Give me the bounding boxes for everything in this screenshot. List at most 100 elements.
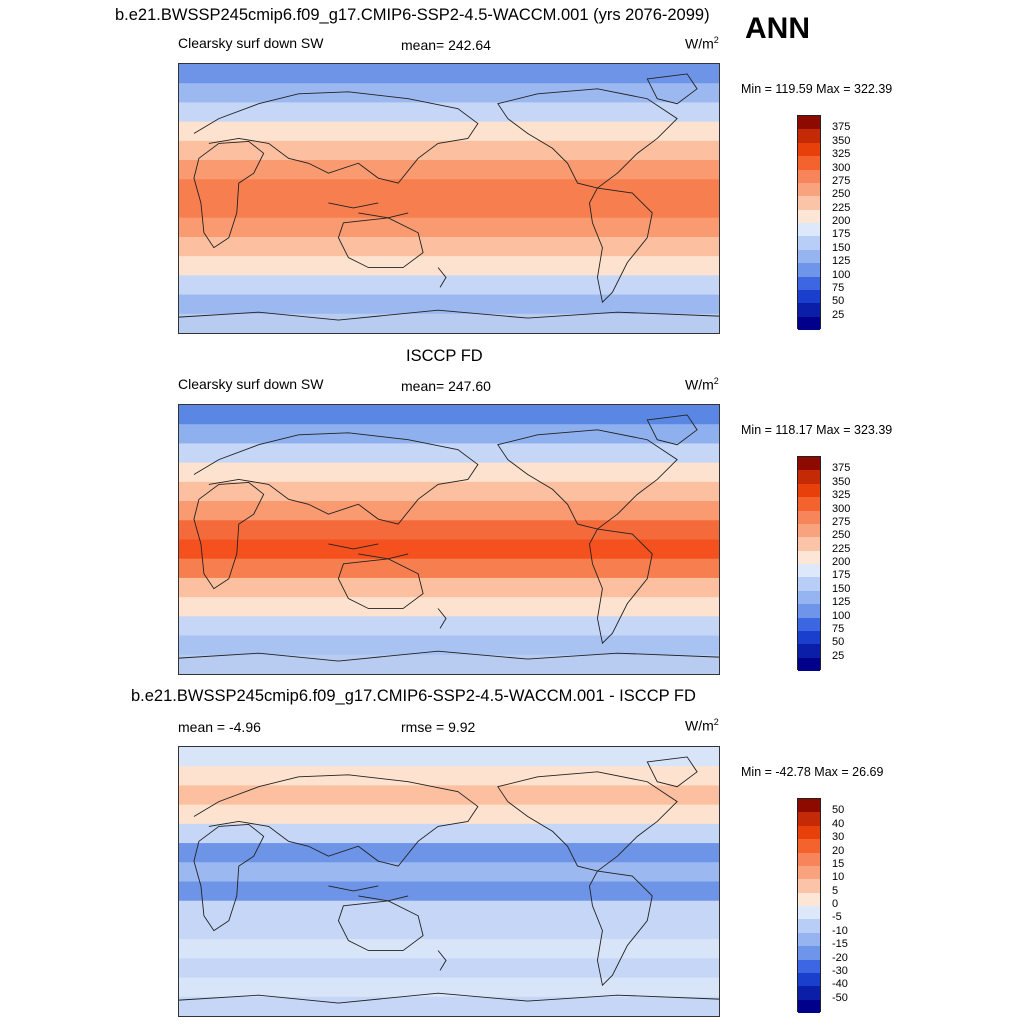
panel1-left-label: Clearsky surf down SW [178,35,324,51]
colorbar-swatch [798,142,820,157]
colorbar-tick-label: 300 [832,502,851,515]
colorbar-swatch [798,129,820,143]
field-band [179,577,719,598]
colorbar-tick-label: 150 [832,582,851,595]
colorbar-tick-label: -5 [832,911,842,924]
colorbar-swatch [798,169,820,183]
colorbar-swatch [798,263,820,277]
field-band [179,294,719,315]
field-band [179,64,719,84]
colorbar-swatch [798,972,820,987]
field-band [179,823,719,844]
colorbar-tick-label: 100 [832,268,851,281]
panel3-title: b.e21.BWSSP245cmip6.f09_g17.CMIP6-SSP2-4… [131,687,696,705]
colorbar-swatch [798,303,820,317]
field-band [179,881,719,902]
colorbar-swatch [798,236,820,250]
field-band [179,275,719,296]
panel2-left-label: Clearsky surf down SW [178,376,324,392]
panel1-field [179,64,719,333]
colorbar-swatch [798,497,820,511]
field-band [179,996,719,1016]
panel1-title: b.e21.BWSSP245cmip6.f09_g17.CMIP6-SSP2-4… [115,6,710,24]
field-band [179,481,719,502]
field-band [179,977,719,998]
panel2-title: ISCCP FD [406,347,483,365]
field-band [179,766,719,786]
colorbar-tick-label: 200 [832,215,851,227]
colorbar-tick-label: 375 [832,121,851,134]
colorbar-swatch [798,196,820,210]
colorbar-tick-label: 50 [832,804,845,817]
colorbar-swatch [798,577,820,591]
colorbar-3 [797,798,821,1013]
panel1-mean: mean= 242.64 [401,37,491,53]
field-band [179,900,719,921]
field-band [179,313,719,333]
field-band [179,785,719,806]
colorbar-swatch [798,550,820,564]
colorbar-2 [797,456,821,671]
colorbar-tick-label: 125 [832,255,851,268]
colorbar-tick-label: 25 [832,649,845,662]
colorbar-tick-label: 75 [832,281,845,294]
panel1-minmax: Min = 119.59 Max = 322.39 [741,82,893,96]
field-band [179,539,719,560]
field-band [179,179,719,199]
colorbar-swatch [798,812,820,826]
panel2-units: W/m2 [685,376,719,393]
panel2-mean: mean= 247.60 [401,378,491,394]
colorbar-swatch [798,617,820,631]
colorbar-swatch [798,999,820,1013]
panel2-field [179,405,719,674]
colorbar-swatch [798,825,820,840]
colorbar-tick-label: 150 [832,241,851,254]
colorbar-swatch [798,276,820,290]
panel1-coastlines [179,73,719,321]
colorbar-tick-label: 20 [832,844,845,857]
colorbar-tick-label: 225 [832,201,851,214]
colorbar-swatch [798,630,820,645]
colorbar-swatch [798,852,820,866]
colorbar-tick-label: 40 [832,817,845,830]
panel2-minmax: Min = 118.17 Max = 323.39 [741,423,893,437]
colorbar-swatch [798,657,820,671]
field-band [179,958,719,979]
field-band [179,160,719,180]
field-band [179,939,719,959]
colorbar-swatch [798,892,820,906]
colorbar-swatch [798,156,820,170]
panel1-map [178,63,720,334]
colorbar-swatch [798,906,820,920]
colorbar-swatch [798,932,820,947]
colorbar-tick-label: 15 [832,857,845,870]
colorbar-tick-label: 250 [832,188,851,201]
colorbar-swatch [798,457,820,471]
panel3-mean: mean = -4.96 [178,719,261,735]
panel2-coastlines [179,414,719,662]
field-band [179,520,719,540]
field-band [179,462,719,483]
panel3-coastlines [179,756,719,1004]
colorbar-tick-label: 325 [832,489,851,502]
colorbar-1 [797,115,821,330]
colorbar-swatch [798,604,820,618]
colorbar-swatch [798,839,820,853]
colorbar-swatch [798,510,820,524]
panel1-units: W/m2 [685,35,719,52]
field-band [179,635,719,656]
colorbar-tick-label: 275 [832,174,851,187]
colorbar-swatch [798,116,820,130]
colorbar-tick-label: -15 [832,938,848,951]
colorbar-tick-label: 0 [832,898,839,910]
colorbar-swatch [798,919,820,933]
colorbar-tick-label: 175 [832,228,851,241]
colorbar-swatch [798,223,820,237]
field-band [179,443,719,464]
colorbar-tick-label: 350 [832,475,851,488]
colorbar-swatch [798,316,820,330]
colorbar-swatch [798,946,820,960]
field-band [179,102,719,123]
field-band [179,501,719,521]
panel3-minmax: Min = -42.78 Max = 26.69 [741,765,884,779]
